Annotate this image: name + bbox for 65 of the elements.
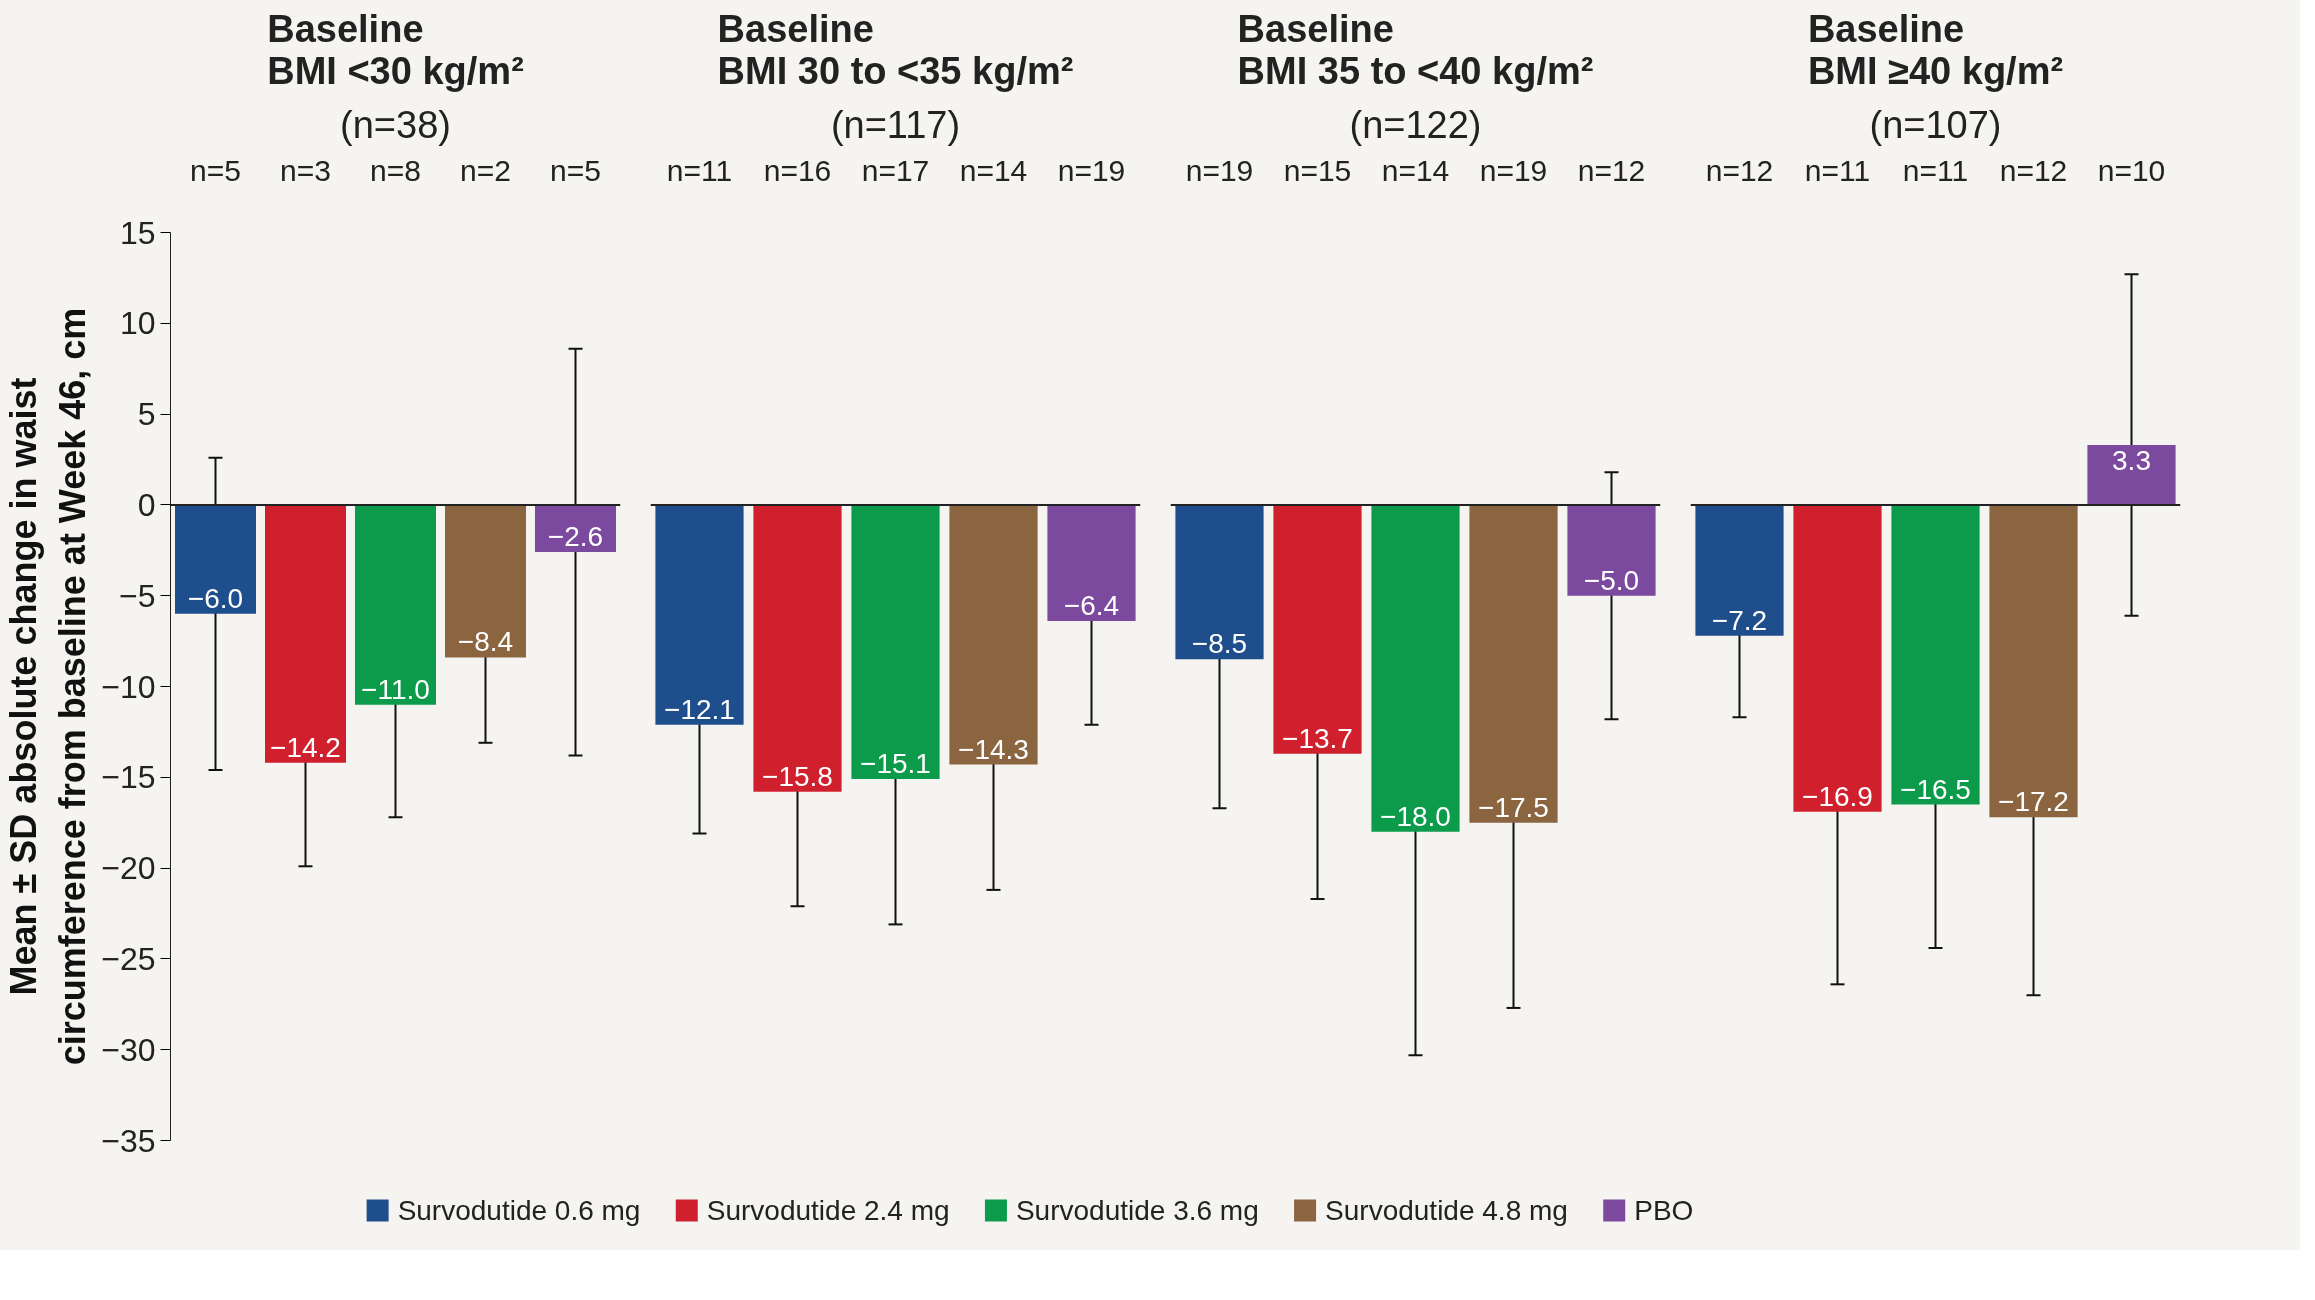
data-label: −14.2: [270, 731, 341, 763]
y-tick-label: −15: [101, 759, 156, 796]
data-label: −6.4: [1063, 590, 1120, 622]
x-tick-label: n=19: [1479, 153, 1548, 187]
data-label: −18.0: [1380, 800, 1451, 832]
x-tick-label: n=11: [1902, 153, 1969, 187]
data-label: −16.9: [1802, 780, 1873, 812]
x-tick-label: n=17: [861, 153, 930, 187]
chart-title: Baseline BMI ≥40 kg/m²: [1807, 7, 2064, 92]
data-label: −6.0: [187, 582, 244, 614]
y-tick-label: 15: [119, 214, 156, 251]
y-tick-label: −25: [101, 940, 156, 977]
data-label: −2.6: [547, 521, 604, 553]
y-tick-label: 0: [137, 486, 156, 523]
x-tick-label: n=16: [763, 153, 832, 187]
chart-title: Baseline BMI 30 to <35 kg/m²: [717, 7, 1074, 92]
chart-subtitle: (n=122): [1349, 103, 1482, 146]
data-label: −16.5: [1900, 773, 1971, 805]
chart-subtitle: (n=107): [1869, 103, 2002, 146]
data-label: −11.0: [361, 673, 430, 705]
x-tick-label: n=3: [280, 153, 331, 187]
chart-title: Baseline BMI <30 kg/m²: [267, 7, 524, 92]
x-tick-label: n=5: [190, 153, 241, 187]
x-tick-label: n=14: [959, 153, 1028, 187]
data-label: −15.8: [762, 760, 833, 792]
x-tick-label: n=19: [1185, 153, 1254, 187]
data-label: −15.1: [860, 748, 931, 780]
x-tick-label: n=11: [666, 153, 733, 187]
y-tick-label: −30: [101, 1031, 156, 1068]
x-tick-label: n=15: [1283, 153, 1352, 187]
y-tick-label: 5: [137, 396, 156, 433]
x-tick-label: n=19: [1057, 153, 1126, 187]
data-label: −13.7: [1282, 722, 1353, 754]
legend-label: Survodutide 2.4 mg: [706, 1195, 950, 1226]
x-tick-label: n=10: [2097, 153, 2166, 187]
data-label: −12.1: [664, 693, 735, 725]
data-label: −14.3: [958, 733, 1029, 765]
y-tick-label: −5: [119, 577, 156, 614]
x-tick-label: n=12: [1705, 153, 1774, 187]
x-tick-label: n=2: [460, 153, 511, 187]
legend-label: Survodutide 4.8 mg: [1325, 1195, 1568, 1226]
x-tick-label: n=12: [1577, 153, 1646, 187]
data-label: −17.5: [1478, 791, 1549, 823]
data-label: −7.2: [1711, 604, 1768, 636]
legend-label: PBO: [1634, 1195, 1694, 1226]
y-tick-label: 10: [119, 305, 156, 342]
y-tick-label: −20: [101, 850, 156, 887]
x-tick-label: n=5: [550, 153, 601, 187]
data-label: −8.5: [1191, 628, 1248, 660]
data-label: −17.2: [1998, 786, 2069, 818]
chart-subtitle: (n=38): [340, 103, 451, 146]
y-tick-label: −10: [101, 668, 156, 705]
legend-label: Survodutide 3.6 mg: [1015, 1195, 1259, 1226]
x-tick-label: n=8: [370, 153, 421, 187]
data-label: 3.3: [2112, 444, 2151, 476]
x-tick-label: n=12: [1999, 153, 2068, 187]
data-label: −8.4: [457, 626, 514, 658]
x-tick-label: n=11: [1804, 153, 1871, 187]
y-tick-label: −35: [101, 1122, 156, 1159]
data-label: −5.0: [1583, 564, 1640, 596]
chart-subtitle: (n=117): [830, 103, 961, 146]
legend-label: Survodutide 0.6 mg: [397, 1195, 641, 1226]
y-axis-title: Mean ± SD absolute change in waist circumference from baseline at Week 46, cm: [3, 307, 94, 1066]
x-tick-label: n=14: [1381, 153, 1450, 187]
chart-title: Baseline BMI 35 to <40 kg/m²: [1237, 7, 1594, 92]
